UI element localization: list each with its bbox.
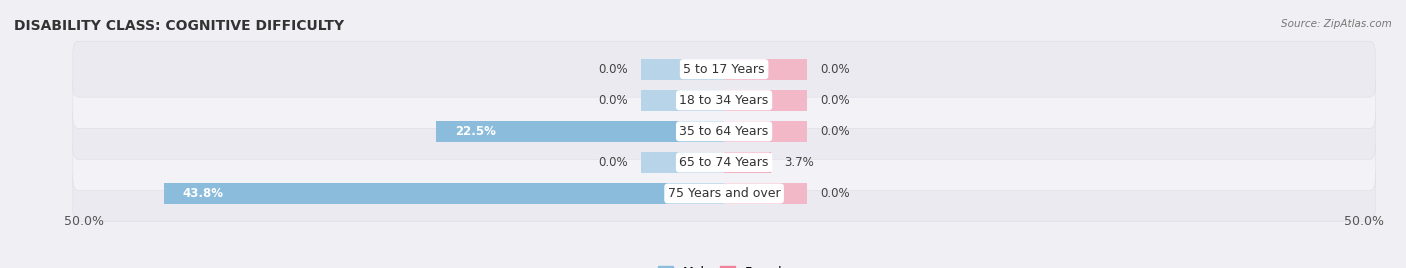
Text: DISABILITY CLASS: COGNITIVE DIFFICULTY: DISABILITY CLASS: COGNITIVE DIFFICULTY	[14, 19, 344, 33]
Bar	[724, 59, 807, 80]
Text: 35 to 64 Years: 35 to 64 Years	[679, 125, 769, 138]
Legend: Male, Female: Male, Female	[652, 260, 796, 268]
Bar	[641, 152, 724, 173]
Bar	[724, 90, 807, 111]
Text: 22.5%: 22.5%	[456, 125, 496, 138]
Bar	[641, 59, 724, 80]
Text: 0.0%: 0.0%	[820, 94, 849, 107]
Text: 0.0%: 0.0%	[599, 63, 628, 76]
Bar	[724, 183, 807, 204]
Text: 0.0%: 0.0%	[820, 125, 849, 138]
Bar	[163, 183, 724, 204]
FancyBboxPatch shape	[73, 41, 1375, 97]
Text: 0.0%: 0.0%	[599, 94, 628, 107]
Bar	[724, 152, 772, 173]
Text: 18 to 34 Years: 18 to 34 Years	[679, 94, 769, 107]
FancyBboxPatch shape	[73, 166, 1375, 221]
Text: 65 to 74 Years: 65 to 74 Years	[679, 156, 769, 169]
Text: 43.8%: 43.8%	[183, 187, 224, 200]
Text: 5 to 17 Years: 5 to 17 Years	[683, 63, 765, 76]
Text: 3.7%: 3.7%	[785, 156, 814, 169]
Text: 0.0%: 0.0%	[820, 187, 849, 200]
Text: Source: ZipAtlas.com: Source: ZipAtlas.com	[1281, 19, 1392, 29]
Text: 0.0%: 0.0%	[820, 63, 849, 76]
Text: 0.0%: 0.0%	[599, 156, 628, 169]
Bar	[436, 121, 724, 142]
Bar	[724, 121, 807, 142]
Text: 75 Years and over: 75 Years and over	[668, 187, 780, 200]
FancyBboxPatch shape	[73, 103, 1375, 159]
Bar	[641, 90, 724, 111]
FancyBboxPatch shape	[73, 72, 1375, 128]
FancyBboxPatch shape	[73, 135, 1375, 190]
